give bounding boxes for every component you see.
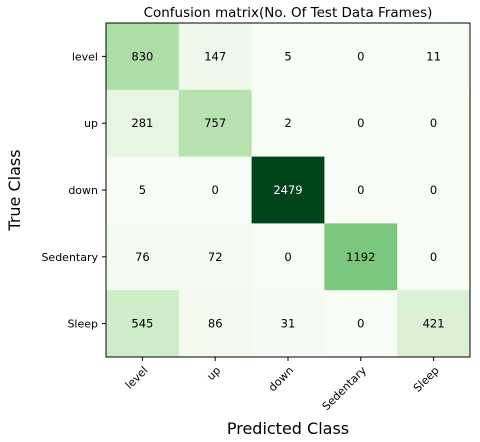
cell-value-label: 545 — [131, 317, 153, 331]
cell-value-label: 0 — [430, 116, 437, 130]
heatmap-cell — [106, 23, 180, 91]
x-tick-label: Sleep — [411, 364, 442, 395]
cell-value-label: 0 — [430, 183, 437, 197]
cell-value-label: 0 — [357, 49, 364, 63]
cell-value-label: 281 — [131, 116, 153, 130]
heatmap-cell — [178, 23, 253, 91]
x-tick-label: up — [204, 364, 223, 383]
y-tick-label: Sleep — [67, 318, 98, 331]
heatmap-cell — [106, 156, 180, 224]
cell-value-label: 72 — [208, 250, 223, 264]
x-tick-label: Sedentary — [320, 364, 370, 414]
heatmap-cell — [178, 156, 253, 224]
cell-value-label: 0 — [430, 250, 437, 264]
cell-value-label: 31 — [281, 317, 296, 331]
cell-value-label: 2 — [284, 116, 291, 130]
heatmap-cell — [324, 223, 398, 291]
heatmap-cell — [397, 223, 471, 291]
x-tick-label: down — [266, 364, 296, 394]
heatmap-cell — [251, 23, 325, 91]
cell-value-label: 0 — [212, 183, 219, 197]
y-tick-labels: level up down Sedentary Sleep — [41, 50, 106, 331]
cell-value-label: 0 — [357, 317, 364, 331]
cell-value-label: 5 — [284, 49, 291, 63]
y-tick-label: up — [84, 117, 98, 130]
heatmap-cell — [251, 89, 325, 158]
heatmap-cell — [106, 223, 180, 291]
heatmap-cell — [178, 223, 253, 291]
heatmap-cell — [251, 290, 325, 358]
cell-value-label: 0 — [357, 116, 364, 130]
cell-value-label: 757 — [204, 116, 226, 130]
heatmap-cell — [324, 290, 398, 358]
heatmap-cell — [178, 89, 253, 158]
cell-value-label: 86 — [208, 317, 223, 331]
x-axis-label: Predicted Class — [227, 419, 349, 438]
heatmap-cell — [397, 89, 471, 158]
heatmap-cell — [106, 290, 180, 358]
heatmap-cell — [397, 156, 471, 224]
y-tick-label: down — [68, 184, 98, 197]
cell-value-label: 5 — [139, 183, 146, 197]
cell-value-label: 0 — [284, 250, 291, 264]
y-tick-label: level — [72, 50, 98, 63]
cell-value-label: 76 — [135, 250, 150, 264]
heatmap-cell — [251, 223, 325, 291]
cell-value-label: 147 — [204, 49, 226, 63]
heatmap-cell — [324, 23, 398, 91]
x-tick-label: level — [123, 364, 151, 392]
cell-value-label: 11 — [426, 49, 441, 63]
cell-value-label: 421 — [423, 317, 445, 331]
y-axis-label: True Class — [5, 149, 24, 231]
heatmap-cell — [397, 23, 471, 91]
cell-value-label: 830 — [131, 49, 153, 63]
heatmap-cells — [106, 23, 471, 358]
cell-value-label: 2479 — [273, 183, 302, 197]
cell-value-label: 0 — [357, 183, 364, 197]
heatmap-cell — [251, 156, 325, 224]
cell-value-labels: 830 147 5 0 11 281 757 2 0 0 5 0 2479 0 0 76 72 0 1192 0 545… — [131, 49, 444, 330]
chart-title: Confusion matrix(No. Of Test Data Frames… — [144, 5, 433, 21]
heatmap-cell — [397, 290, 471, 358]
heatmap-cell — [324, 89, 398, 158]
heatmap-cell — [178, 290, 253, 358]
cell-value-label: 1192 — [346, 250, 375, 264]
x-tick-labels: level up down Sedentary Sleep — [123, 357, 442, 413]
y-tick-label: Sedentary — [41, 251, 98, 264]
heatmap-cell — [324, 156, 398, 224]
heatmap-cell — [106, 89, 180, 158]
